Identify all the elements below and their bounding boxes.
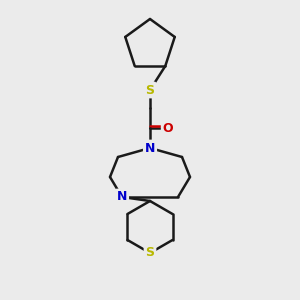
Text: N: N bbox=[117, 190, 127, 203]
Text: S: S bbox=[146, 247, 154, 260]
Text: N: N bbox=[145, 142, 155, 154]
Text: S: S bbox=[146, 83, 154, 97]
Text: O: O bbox=[163, 122, 173, 134]
